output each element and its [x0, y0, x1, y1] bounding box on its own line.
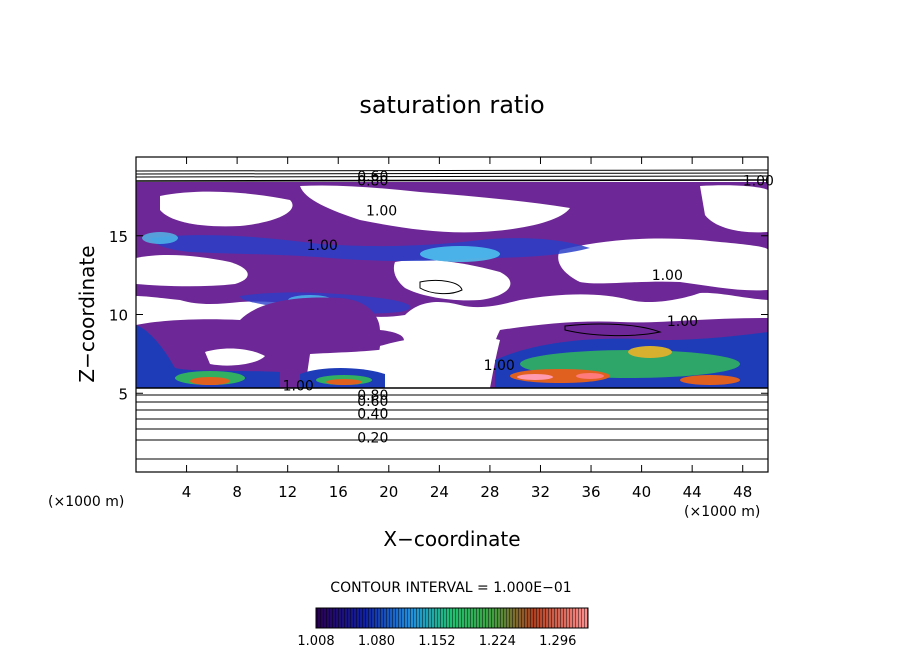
contour-label: 0.60: [357, 394, 388, 410]
x-tick-label: 16: [329, 483, 348, 501]
lower-orange-mid: [326, 379, 362, 385]
colorbar-tick-label: 1.296: [539, 634, 576, 649]
x-tick-label: 20: [379, 483, 398, 501]
x-tick-label: 28: [480, 483, 499, 501]
lower-blue-left: [136, 325, 280, 388]
contour-labels: 0.600.801.001.001.001.001.001.001.000.80…: [283, 169, 774, 446]
lower-pink-core: [517, 374, 553, 380]
lower-orange-east: [628, 346, 672, 358]
x-tick-label: 24: [430, 483, 449, 501]
plot-field: [136, 157, 768, 472]
x-tick-label: 8: [232, 483, 242, 501]
colorbar: 1.008 1.080 1.152 1.224 1.296: [297, 607, 589, 649]
upper-gap-left: [160, 191, 293, 227]
contour-label: 1.00: [366, 204, 397, 220]
lower-pink-core-2: [576, 373, 604, 379]
contour-upper-3: [136, 175, 768, 178]
contour-label: 1.00: [667, 314, 698, 330]
upper-moist-layer: [136, 182, 768, 317]
contour-inner-1: [419, 279, 463, 295]
upper-gap-center: [300, 185, 570, 233]
x-tick-label: 4: [182, 483, 192, 501]
contour-label: 0.60: [357, 169, 388, 185]
x-unit-label: (×1000 m): [684, 504, 760, 520]
upper-cyan-core-3: [142, 232, 178, 244]
contour-upper-2: [136, 172, 768, 175]
contour-upper-1: [136, 169, 768, 172]
chart-title: saturation ratio: [359, 91, 544, 119]
x-axis-label: X−coordinate: [383, 527, 520, 551]
contour-label: 0.80: [357, 388, 388, 404]
upper-cyan-core: [420, 246, 500, 262]
contour-label: 1.00: [283, 378, 314, 394]
x-tick-label: 48: [733, 483, 752, 501]
lower-orange-far: [680, 375, 740, 385]
lower-moist-layer: [136, 297, 768, 388]
colorbar-stripes: [316, 608, 588, 628]
lower-layer-purple: [136, 297, 404, 388]
upper-gap-left-lower: [136, 255, 248, 287]
x-tick-label: 40: [632, 483, 651, 501]
colorbar-tick-label: 1.224: [479, 634, 516, 649]
contour-label: 1.00: [307, 238, 338, 254]
contour-lines: [136, 169, 768, 460]
contour-label: 1.00: [743, 174, 774, 190]
contour-interval-text: CONTOUR INTERVAL = 1.000E−01: [330, 580, 571, 596]
colorbar-tick-label: 1.008: [297, 634, 334, 649]
contour-label: 0.40: [357, 407, 388, 423]
y-tick-label: 15: [109, 228, 128, 246]
colorbar-ticks: 1.008 1.080 1.152 1.224 1.296: [297, 634, 576, 649]
colorbar-tick-label: 1.080: [358, 634, 395, 649]
y-tick-label: 5: [118, 385, 128, 403]
y-unit-label: (×1000 m): [48, 494, 124, 510]
contour-label: 1.00: [484, 358, 515, 374]
colorbar-frame: [315, 607, 589, 629]
lower-gap-left: [205, 348, 265, 366]
y-tick-label: 10: [109, 307, 128, 325]
contour-inner-2: [564, 323, 662, 337]
colorbar-tick-label: 1.152: [418, 634, 455, 649]
y-ticks: 5 10 15: [109, 228, 768, 403]
x-ticks: 4 8 12 16 20 24 28 32 36 40 44 48: [182, 157, 752, 501]
x-tick-label: 44: [683, 483, 702, 501]
upper-gap-right: [700, 185, 768, 233]
lower-orange-left: [190, 377, 230, 385]
upper-gap-center-lower: [393, 259, 511, 301]
contour-label: 0.80: [357, 174, 388, 190]
x-tick-label: 32: [531, 483, 550, 501]
x-tick-label: 36: [581, 483, 600, 501]
contour-label: 0.20: [357, 430, 388, 446]
upper-gap-right-lower: [558, 238, 768, 291]
x-tick-label: 12: [278, 483, 297, 501]
lower-gap-center: [378, 335, 500, 388]
y-axis-label: Z−coordinate: [75, 245, 99, 382]
contour-label: 1.00: [652, 268, 683, 284]
contour-upper-4: [136, 179, 768, 182]
